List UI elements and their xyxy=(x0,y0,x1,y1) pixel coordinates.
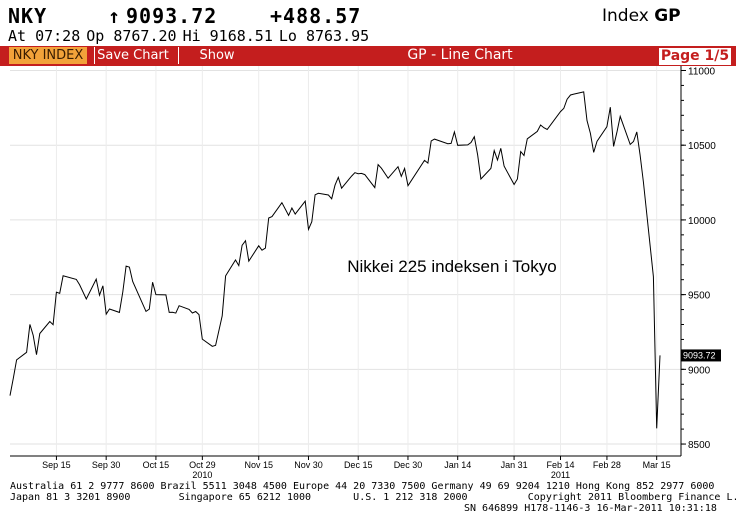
series-line xyxy=(9,91,661,429)
last-price: 9093.72 xyxy=(126,4,218,28)
last-value-box xyxy=(681,349,721,362)
y-tick-label: 10500 xyxy=(688,141,716,152)
x-tick-label: Oct 29 xyxy=(189,460,216,470)
x-tick-label: Sep 30 xyxy=(92,460,121,470)
footer-session: SN 646899 H178-1146-3 16-Mar-2011 10:31:… xyxy=(464,503,717,514)
ticker-symbol: NKY xyxy=(8,4,48,28)
x-tick-label: Nov 15 xyxy=(244,460,273,470)
line-chart: 8500 9000 9500 10000 10500 11000 Sep 15 Sep 30… xyxy=(9,66,721,480)
quote-time: At 07:28 xyxy=(8,27,81,45)
grid-lines xyxy=(10,66,681,456)
low-price: Lo 8763.95 xyxy=(278,27,370,45)
year-label: 2010 xyxy=(192,470,212,480)
x-tick-label: Oct 15 xyxy=(143,460,170,470)
x-tick-label: Dec 30 xyxy=(394,460,423,470)
toolbar xyxy=(0,46,736,66)
page-indicator[interactable]: Page 1/5 xyxy=(658,47,732,66)
y-tick-label: 9000 xyxy=(688,365,711,376)
y-tick-label: 10000 xyxy=(688,216,716,227)
x-tick-label: Feb 28 xyxy=(593,460,621,470)
x-tick-label: Mar 15 xyxy=(643,460,671,470)
function-code: GP xyxy=(654,6,681,26)
last-value-marker: 9093.72 xyxy=(681,349,721,362)
footer-contacts: Australia 61 2 9777 8600 Brazil 5511 304… xyxy=(10,481,715,492)
x-tick-label: Feb 14 xyxy=(546,460,574,470)
x-tick-label: Dec 15 xyxy=(344,460,373,470)
open-price: Op 8767.20 xyxy=(86,27,177,45)
index-label: Index GP xyxy=(602,6,681,26)
x-tick-label: Nov 30 xyxy=(294,460,323,470)
x-tick-label: Jan 14 xyxy=(444,460,471,470)
net-change: +488.57 xyxy=(270,4,362,28)
chart-title: GP - Line Chart xyxy=(407,47,513,63)
high-price: Hi 9168.51 xyxy=(182,27,273,45)
year-label: 2011 xyxy=(551,470,570,480)
y-tick-label: 9500 xyxy=(688,291,711,302)
chart-annotation: Nikkei 225 indeksen i Tokyo xyxy=(347,257,556,276)
footer-contacts-2: Japan 81 3 3201 8900 Singapore 65 6212 1… xyxy=(10,492,736,503)
x-tick-label: Jan 31 xyxy=(501,460,528,470)
quote-line: At 07:28 Op 8767.20 Hi 9168.51 Lo 8763.95 xyxy=(8,27,375,45)
index-type: Index xyxy=(602,6,649,26)
show-menu-button[interactable]: Show xyxy=(178,47,255,64)
quote-header: NKY ↑ 9093.72 +488.57 Index GP At 07:28 O… xyxy=(0,0,736,46)
y-tick-label: 11000 xyxy=(688,66,716,77)
x-axis: Sep 15 Sep 30 Oct 15 Oct 29 Nov 15 Nov 30 Dec … xyxy=(10,455,681,480)
security-tab[interactable]: NKY INDEX xyxy=(9,47,87,64)
last-value-label: 9093.72 xyxy=(683,350,716,360)
save-chart-button[interactable]: Save Chart xyxy=(94,47,171,64)
y-tick-label: 8500 xyxy=(688,440,711,451)
x-tick-label: Sep 15 xyxy=(42,460,71,470)
up-arrow-icon: ↑ xyxy=(108,4,121,28)
y-axis: 8500 9000 9500 10000 10500 11000 xyxy=(680,66,716,456)
